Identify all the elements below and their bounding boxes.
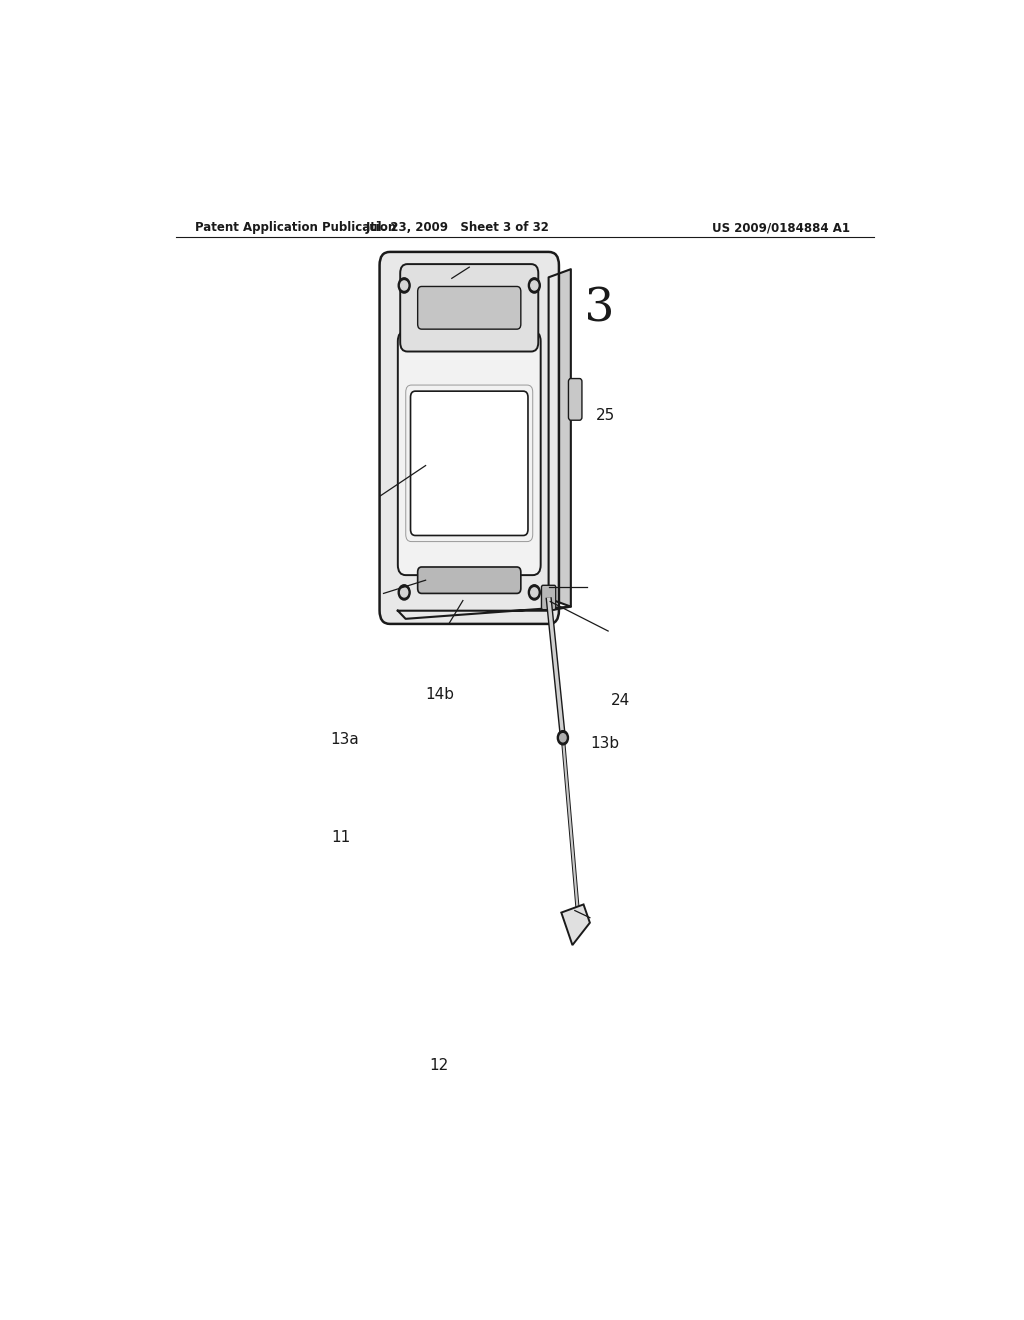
FancyBboxPatch shape [380,252,559,624]
FancyBboxPatch shape [568,379,582,420]
Text: 13a: 13a [331,733,359,747]
FancyBboxPatch shape [418,568,521,594]
Circle shape [530,281,538,290]
Text: F I G . 3: F I G . 3 [420,286,614,331]
FancyBboxPatch shape [397,331,541,576]
Text: 14b: 14b [426,686,455,701]
Circle shape [560,734,566,742]
FancyBboxPatch shape [411,391,528,536]
Text: Jul. 23, 2009   Sheet 3 of 32: Jul. 23, 2009 Sheet 3 of 32 [366,220,549,234]
Circle shape [528,585,541,601]
Text: 13b: 13b [590,737,618,751]
Circle shape [528,277,541,293]
Text: 12: 12 [430,1057,449,1073]
Circle shape [530,587,538,597]
Circle shape [398,585,411,601]
Circle shape [400,281,408,290]
FancyBboxPatch shape [400,264,539,351]
Text: 11: 11 [331,830,350,845]
Text: 25: 25 [596,408,615,422]
FancyBboxPatch shape [418,286,521,329]
Text: US 2009/0184884 A1: US 2009/0184884 A1 [712,220,850,234]
Text: Patent Application Publication: Patent Application Publication [196,220,396,234]
Polygon shape [397,607,570,619]
Circle shape [400,587,408,597]
Text: 24: 24 [610,693,630,708]
Circle shape [557,731,568,744]
Circle shape [398,277,411,293]
Polygon shape [561,904,590,945]
FancyBboxPatch shape [542,585,556,610]
Polygon shape [549,269,570,607]
